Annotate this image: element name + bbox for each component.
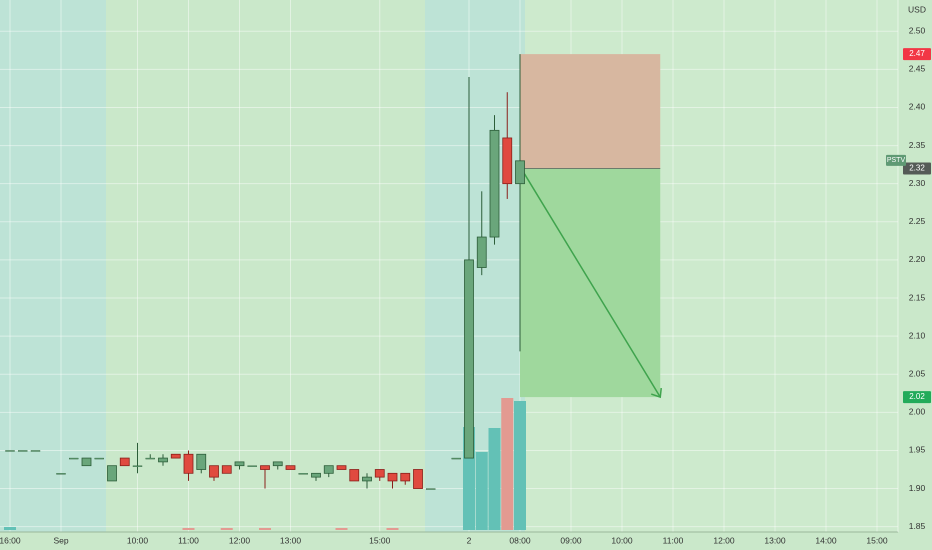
- symbol-tag: PSTV: [887, 157, 906, 164]
- candle-body: [515, 160, 525, 185]
- candle-body: [260, 465, 270, 470]
- candle-body: [311, 472, 321, 478]
- candle-body: [145, 457, 155, 460]
- candle-body: [30, 450, 41, 452]
- x-tick-label: 15:00: [369, 535, 391, 545]
- candle-body: [209, 465, 219, 478]
- y-tick-label: 2.25: [909, 216, 926, 226]
- x-tick-label: 13:00: [764, 535, 786, 545]
- x-tick-label: 10:00: [127, 535, 149, 545]
- candle-body: [285, 465, 296, 470]
- x-tick-label: 15:00: [866, 535, 888, 545]
- candle-body: [272, 461, 283, 467]
- x-tick-label: 2: [467, 535, 472, 545]
- y-tick-label: 2.40: [909, 102, 926, 112]
- candle-body: [119, 457, 130, 467]
- candle-body: [400, 472, 411, 482]
- stop-zone: [520, 54, 661, 169]
- candle-body: [489, 129, 500, 238]
- volume-bar: [475, 452, 488, 530]
- candle-body: [387, 472, 398, 482]
- y-tick-label: 2.50: [909, 25, 926, 35]
- candle-body: [183, 453, 194, 474]
- candle-body: [502, 137, 513, 185]
- session-shade: [0, 0, 106, 532]
- y-tick-label: 1.90: [909, 483, 926, 493]
- x-tick-label: 12:00: [229, 535, 251, 545]
- candle-body: [158, 457, 168, 463]
- candle-body: [170, 453, 181, 459]
- x-tick-label: 16:00: [0, 535, 21, 545]
- candle-body: [426, 488, 436, 490]
- candle-body: [374, 469, 385, 478]
- candle-body: [464, 259, 474, 459]
- candle-body: [18, 450, 28, 452]
- y-tick-label: 2.20: [909, 254, 926, 264]
- target-price-label-bg: [903, 391, 931, 404]
- stop-price-label: 2.47: [909, 49, 925, 58]
- x-tick-label: 09:00: [560, 535, 582, 545]
- x-tick-label: 14:00: [815, 535, 837, 545]
- currency: USD: [908, 4, 926, 14]
- candle-body: [132, 465, 143, 467]
- candle-body: [196, 453, 207, 470]
- symbol-tag-bg: [886, 154, 906, 166]
- arrow-head: [651, 388, 662, 399]
- y-tick-label: 2.45: [909, 64, 926, 74]
- volume-bar: [259, 528, 271, 530]
- y-tick-label: 2.05: [909, 368, 926, 378]
- candle-body: [69, 457, 79, 460]
- x-tick-label: 13:00: [280, 535, 302, 545]
- y-tick-label: 1.85: [909, 521, 926, 531]
- y-tick-label: 2.30: [909, 178, 926, 188]
- volume-bar: [220, 528, 233, 530]
- candle-body: [94, 457, 104, 460]
- entry-price-label: 2.32: [909, 164, 925, 173]
- x-tick-label: 08:00: [509, 535, 531, 545]
- x-tick-label: 10:00: [611, 535, 633, 545]
- candle-body: [413, 469, 423, 489]
- volume-bar: [335, 528, 348, 530]
- candle-body: [221, 465, 232, 474]
- y-tick-label: 2.15: [909, 292, 926, 302]
- y-tick-label: 2.00: [909, 407, 926, 417]
- volume-bar: [4, 527, 16, 530]
- candle-body: [362, 476, 372, 482]
- y-tick-label: 2.35: [909, 140, 926, 150]
- candle-body: [323, 465, 334, 474]
- candle-body: [56, 473, 66, 475]
- volume-bar: [488, 428, 501, 530]
- target-price-label: 2.02: [909, 392, 925, 401]
- y-tick-label: 1.95: [909, 445, 926, 455]
- y-tick-label: 2.10: [909, 330, 926, 340]
- x-tick-label: 12:00: [713, 535, 735, 545]
- candle-body: [107, 465, 117, 482]
- volume-bar: [501, 398, 514, 530]
- x-tick-label: 11:00: [178, 535, 199, 545]
- candle-body: [234, 461, 245, 467]
- x-tick-label: 11:00: [663, 535, 684, 545]
- stop-price-label-bg: [903, 48, 931, 61]
- x-tick-label: Sep: [53, 535, 68, 545]
- candle-body: [476, 236, 487, 268]
- candle-body: [247, 465, 257, 467]
- candle-body: [451, 457, 461, 460]
- candle-body: [336, 465, 347, 470]
- volume-bar: [182, 528, 195, 530]
- volume-bar: [514, 401, 526, 530]
- candle-body: [298, 473, 308, 475]
- volume-bar: [386, 528, 399, 530]
- entry-price-label-bg: [903, 162, 931, 175]
- arrow: [522, 171, 661, 398]
- candle-body: [81, 457, 92, 467]
- candle-body: [5, 450, 15, 452]
- candle-body: [349, 469, 360, 482]
